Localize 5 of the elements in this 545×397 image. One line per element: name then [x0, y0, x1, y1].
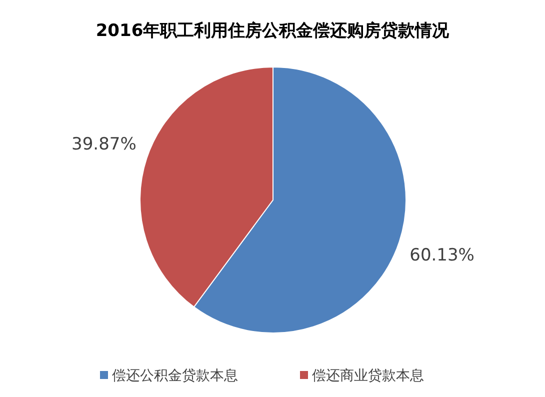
- data-label: 39.87%: [72, 134, 136, 154]
- legend-label: 偿还公积金贷款本息: [112, 368, 238, 384]
- legend-label: 偿还商业贷款本息: [312, 368, 424, 384]
- data-label: 60.13%: [410, 246, 474, 266]
- chart-title: 2016年职工利用住房公积金偿还购房贷款情况: [96, 21, 450, 41]
